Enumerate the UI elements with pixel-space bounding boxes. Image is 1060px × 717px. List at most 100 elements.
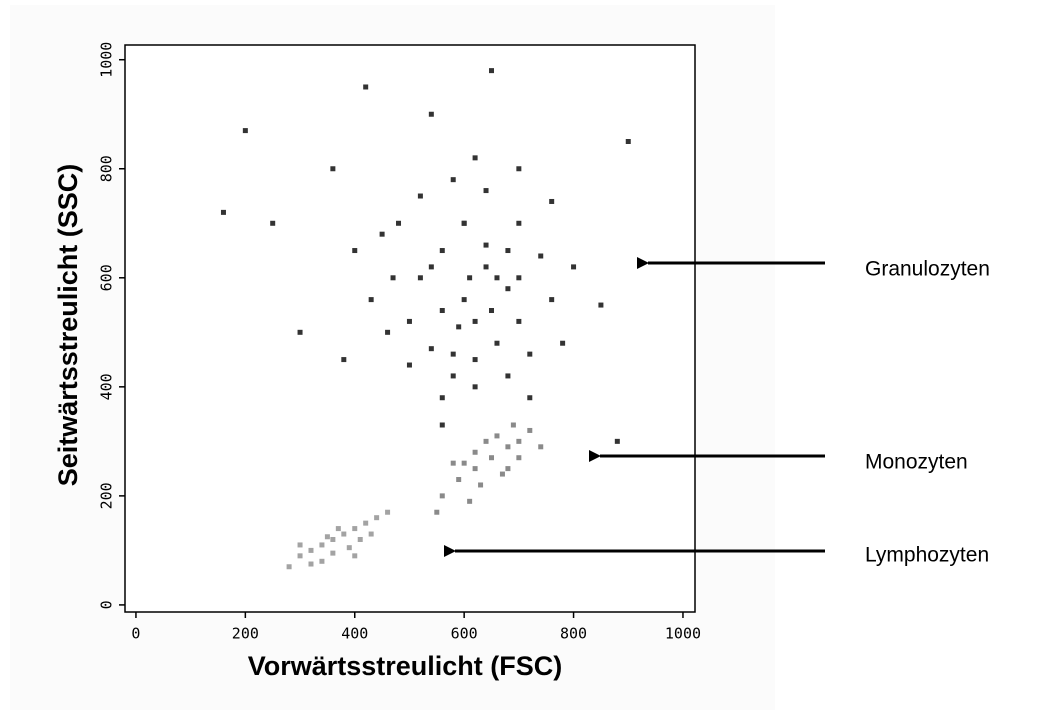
point bbox=[428, 264, 434, 270]
point bbox=[363, 520, 369, 526]
point bbox=[428, 111, 434, 117]
point bbox=[527, 395, 533, 401]
point bbox=[428, 346, 434, 352]
point bbox=[352, 248, 358, 254]
annotation: Monozyten bbox=[865, 451, 968, 474]
point bbox=[374, 515, 380, 521]
y-tick-label: 600 bbox=[98, 264, 116, 291]
point bbox=[330, 166, 336, 172]
point bbox=[461, 460, 467, 466]
x-tick-label: 800 bbox=[560, 625, 587, 643]
point bbox=[450, 460, 456, 466]
point bbox=[516, 318, 522, 324]
point bbox=[396, 220, 402, 226]
point bbox=[341, 357, 347, 363]
y-axis-title: Seitwärtsstreulicht (SSC) bbox=[53, 164, 83, 487]
point bbox=[242, 128, 248, 134]
point bbox=[363, 84, 369, 90]
point bbox=[357, 536, 363, 542]
point bbox=[472, 449, 478, 455]
point bbox=[505, 248, 511, 254]
point bbox=[527, 351, 533, 357]
point bbox=[297, 542, 303, 548]
point bbox=[494, 433, 500, 439]
point bbox=[385, 509, 391, 515]
y-tick-label: 1000 bbox=[98, 42, 116, 78]
point bbox=[379, 231, 385, 237]
point bbox=[560, 340, 566, 346]
point bbox=[510, 422, 516, 428]
point bbox=[385, 329, 391, 335]
point bbox=[489, 68, 495, 74]
point bbox=[472, 155, 478, 161]
point bbox=[456, 477, 462, 483]
point bbox=[494, 275, 500, 281]
point bbox=[286, 564, 292, 570]
point bbox=[439, 422, 445, 428]
point bbox=[319, 558, 325, 564]
point bbox=[456, 324, 462, 330]
point bbox=[439, 308, 445, 314]
point bbox=[549, 297, 555, 303]
x-tick-label: 200 bbox=[232, 625, 259, 643]
point bbox=[478, 482, 484, 488]
point bbox=[505, 373, 511, 379]
annotation: Lymphozyten bbox=[865, 544, 989, 567]
point bbox=[494, 340, 500, 346]
point bbox=[625, 138, 631, 144]
point bbox=[461, 297, 467, 303]
point bbox=[538, 444, 544, 450]
point bbox=[461, 220, 467, 226]
point bbox=[439, 248, 445, 254]
point bbox=[505, 444, 511, 450]
point bbox=[439, 493, 445, 499]
point bbox=[499, 471, 505, 477]
x-tick-label: 400 bbox=[341, 625, 368, 643]
point bbox=[489, 308, 495, 314]
point bbox=[308, 561, 314, 567]
point bbox=[390, 275, 396, 281]
point bbox=[270, 220, 276, 226]
y-tick-label: 200 bbox=[98, 482, 116, 509]
point bbox=[450, 351, 456, 357]
point bbox=[450, 177, 456, 183]
point bbox=[330, 550, 336, 556]
point bbox=[352, 553, 358, 559]
point bbox=[220, 209, 226, 215]
y-tick-label: 800 bbox=[98, 155, 116, 182]
point bbox=[439, 395, 445, 401]
x-tick-label: 600 bbox=[451, 625, 478, 643]
point bbox=[308, 547, 314, 553]
point bbox=[352, 526, 358, 532]
point bbox=[472, 357, 478, 363]
point bbox=[406, 362, 412, 368]
point bbox=[297, 553, 303, 559]
point bbox=[417, 275, 423, 281]
point bbox=[450, 373, 456, 379]
point bbox=[483, 438, 489, 444]
point bbox=[516, 455, 522, 461]
x-tick-label: 0 bbox=[131, 625, 140, 643]
point bbox=[516, 220, 522, 226]
point bbox=[489, 455, 495, 461]
point bbox=[505, 466, 511, 472]
point bbox=[368, 297, 374, 303]
point bbox=[483, 242, 489, 248]
point bbox=[483, 264, 489, 270]
point bbox=[527, 427, 533, 433]
point bbox=[571, 264, 577, 270]
point bbox=[549, 198, 555, 204]
point bbox=[472, 318, 478, 324]
point bbox=[538, 253, 544, 259]
x-tick-label: 1000 bbox=[665, 625, 701, 643]
point bbox=[417, 193, 423, 199]
point bbox=[434, 509, 440, 515]
point bbox=[516, 166, 522, 172]
point bbox=[467, 498, 473, 504]
point bbox=[483, 188, 489, 194]
point bbox=[297, 329, 303, 335]
point bbox=[324, 534, 330, 540]
annotation: Granulozyten bbox=[865, 258, 990, 281]
y-tick-label: 0 bbox=[98, 600, 116, 609]
